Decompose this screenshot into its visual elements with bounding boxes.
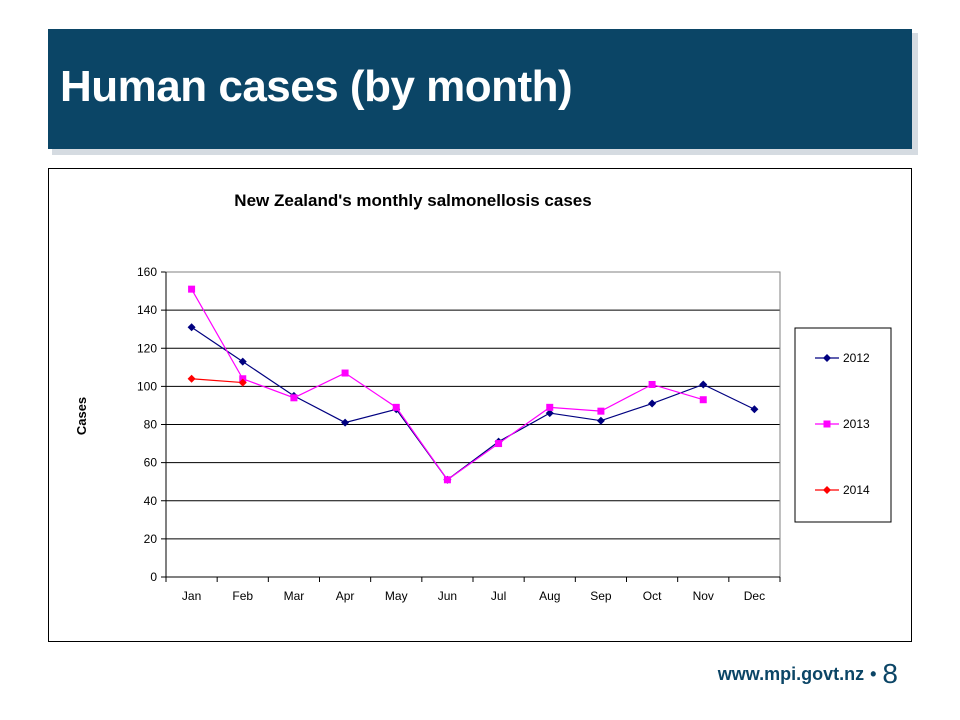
- line-chart: New Zealand's monthly salmonellosis case…: [74, 191, 892, 603]
- series-2012: [187, 323, 759, 484]
- data-point-2012: [648, 399, 657, 408]
- legend-label: 2012: [843, 351, 870, 365]
- x-tick-label: Apr: [336, 589, 355, 603]
- y-tick-label: 140: [137, 303, 157, 317]
- y-tick-label: 0: [150, 570, 157, 584]
- data-point-2012: [238, 357, 247, 366]
- y-tick-label: 120: [137, 341, 157, 355]
- y-tick-label: 80: [144, 418, 158, 432]
- x-tick-label: Oct: [643, 589, 662, 603]
- legend-label: 2014: [843, 483, 870, 497]
- y-axis-label: Cases: [74, 397, 89, 435]
- data-point-2012: [341, 418, 350, 427]
- data-point-2013: [392, 403, 400, 411]
- plot-area: 0 20 40 60 80 100 120 140 160 Jan Feb Mar Apr May Jun J…: [137, 265, 781, 603]
- legend-marker: [823, 486, 831, 494]
- slide-title: Human cases (by month): [60, 62, 573, 111]
- legend-marker: [823, 354, 831, 362]
- x-tick-label: Aug: [539, 589, 560, 603]
- chart-title: New Zealand's monthly salmonellosis case…: [234, 191, 591, 210]
- data-point-2013: [290, 394, 298, 402]
- x-tick-label: Nov: [693, 589, 714, 603]
- data-point-2013: [443, 476, 451, 484]
- series-2013: [188, 285, 707, 484]
- footer: www.mpi.govt.nz • 8: [718, 656, 898, 692]
- data-point-2014: [187, 374, 196, 383]
- data-point-2013: [546, 403, 554, 411]
- data-point-2012: [187, 323, 196, 332]
- data-point-2012: [596, 416, 605, 425]
- y-tick-label: 20: [144, 532, 158, 546]
- y-tick-label: 40: [144, 494, 158, 508]
- data-point-2012: [750, 405, 759, 414]
- x-tick-label: Feb: [232, 589, 253, 603]
- data-point-2014: [238, 378, 247, 387]
- data-point-2013: [341, 369, 349, 377]
- series-line-2012: [191, 326, 755, 481]
- data-point-2013: [495, 440, 503, 448]
- chart-legend: 2012 2013 2014: [794, 327, 892, 523]
- x-tick-label: Dec: [744, 589, 765, 603]
- series-2014: [187, 374, 247, 387]
- series-line-2014: [191, 378, 243, 384]
- chart-frame: New Zealand's monthly salmonellosis case…: [48, 168, 912, 642]
- data-point-2013: [597, 407, 605, 415]
- page-number: 8: [882, 658, 898, 689]
- x-tick-label: Jul: [491, 589, 506, 603]
- legend-label: 2013: [843, 417, 870, 431]
- data-point-2013: [699, 396, 707, 404]
- data-point-2013: [188, 285, 196, 293]
- footer-separator: •: [870, 663, 877, 684]
- x-tick-label: Mar: [284, 589, 305, 603]
- y-tick-label: 60: [144, 456, 158, 470]
- legend-entry-2014: 2014: [815, 483, 870, 497]
- x-tick-label: Jan: [182, 589, 201, 603]
- x-tick-label: May: [385, 589, 408, 603]
- y-tick-label: 160: [137, 265, 157, 279]
- y-tick-label: 100: [137, 379, 157, 393]
- legend-marker: [823, 420, 831, 428]
- legend-entry-2013: 2013: [815, 417, 870, 431]
- x-tick-label: Jun: [438, 589, 457, 603]
- legend-box: [794, 327, 892, 523]
- data-point-2012: [699, 380, 708, 389]
- title-banner: Human cases (by month): [48, 29, 912, 149]
- data-point-2013: [648, 380, 656, 388]
- footer-url[interactable]: www.mpi.govt.nz: [717, 663, 865, 684]
- data-point-2012: [545, 409, 554, 418]
- x-tick-label: Sep: [590, 589, 612, 603]
- legend-entry-2012: 2012: [815, 351, 870, 365]
- series-line-2013: [191, 288, 704, 481]
